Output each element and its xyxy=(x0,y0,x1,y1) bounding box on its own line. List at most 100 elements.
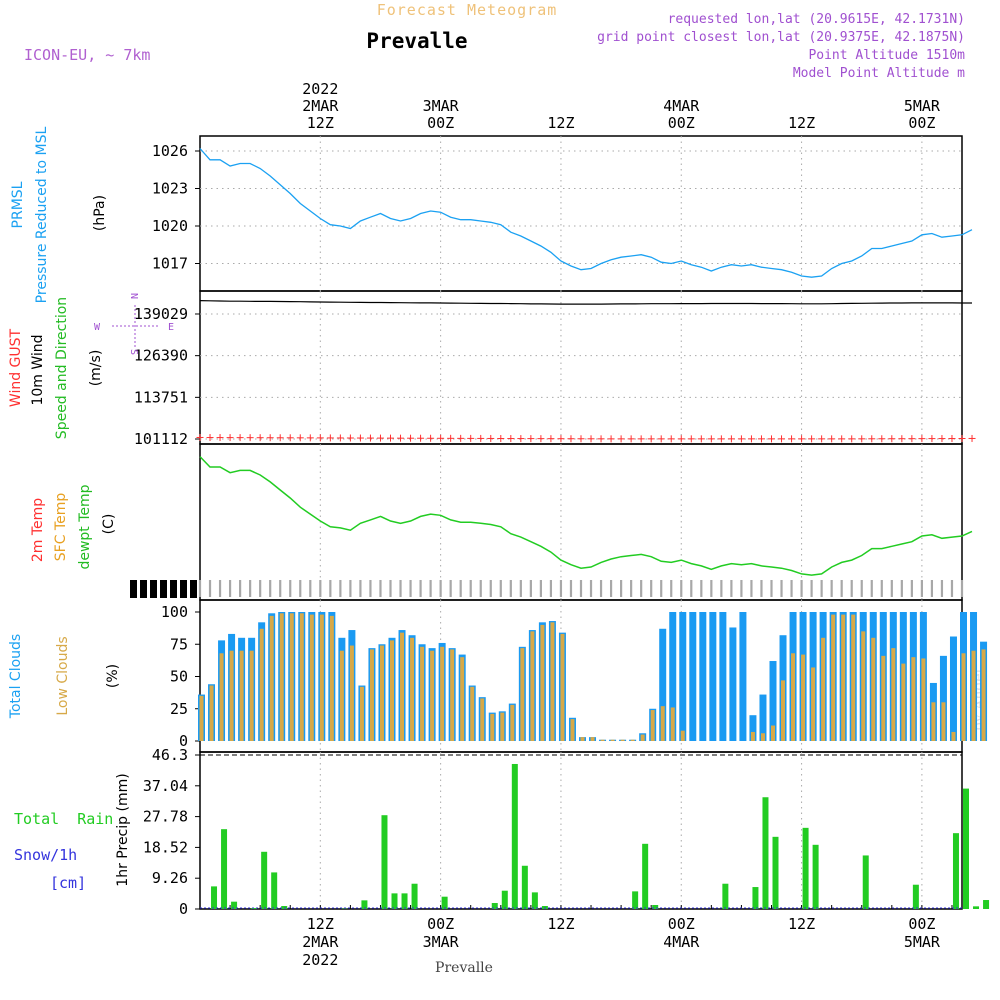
precip-bar xyxy=(983,900,990,909)
time-label-bottom: 00Z xyxy=(427,915,454,933)
low-cloud-bar xyxy=(951,731,956,741)
precip-bar xyxy=(491,903,498,909)
low-cloud-bar xyxy=(349,645,354,741)
precip-bar xyxy=(652,905,659,909)
precip-bar xyxy=(952,833,959,909)
time-label-top: 4MAR xyxy=(663,97,700,115)
low-cloud-bar xyxy=(299,613,304,741)
low-cloud-bar xyxy=(831,614,836,741)
wind-dir-label: Speed and Direction xyxy=(54,297,70,439)
wind-gust-markers xyxy=(196,433,976,443)
temp-axis-mark xyxy=(180,580,187,598)
pressure-label-2: Pressure Reduced to MSL xyxy=(34,126,50,303)
total-cloud-bar xyxy=(659,628,667,741)
time-label-bottom: 4MAR xyxy=(663,933,700,951)
compass-rose: N S E W xyxy=(94,293,174,355)
wind-panel: 139029 126390 113751 101112 Wind GUST 10m W… xyxy=(8,293,976,448)
low-cloud-bar xyxy=(781,680,786,741)
low-cloud-bar xyxy=(620,739,625,741)
y-tick-label: 126390 xyxy=(134,347,188,365)
pressure-label-1: PRMSL xyxy=(10,181,26,228)
time-label-bottom: 3MAR xyxy=(423,933,460,951)
y-tick-label: 75 xyxy=(170,635,188,653)
low-cloud-bar xyxy=(600,739,605,741)
low-cloud-bar xyxy=(821,637,826,741)
y-tick-label: 100 xyxy=(161,603,188,621)
panel-frame xyxy=(199,751,963,910)
low-cloud-bar xyxy=(249,650,254,741)
time-label-top: 12Z xyxy=(307,114,334,132)
low-cloud-bar xyxy=(289,613,294,741)
panel-grids xyxy=(319,136,923,909)
total-cloud-bar xyxy=(679,612,687,741)
precip-bar xyxy=(211,886,218,909)
total-cloud-bar xyxy=(939,655,947,741)
precip-bar xyxy=(261,851,268,909)
time-label-bottom: 12Z xyxy=(547,915,574,933)
y-tick-label: 37.04 xyxy=(143,777,188,795)
low-cloud-bar xyxy=(359,686,364,741)
cloud-bars xyxy=(198,612,988,741)
location-title: Prevalle xyxy=(366,29,467,53)
footer-location: Prevalle xyxy=(435,960,493,976)
time-label-top: 2MAR xyxy=(302,97,339,115)
temp-unit: (C) xyxy=(101,514,117,535)
total-clouds-label: Total Clouds xyxy=(8,634,24,719)
dewpoint-line xyxy=(199,456,973,576)
low-cloud-bar xyxy=(570,719,575,741)
low-cloud-bar xyxy=(811,667,816,741)
temp-axis-mark xyxy=(150,580,157,598)
low-cloud-bar xyxy=(911,657,916,741)
precip-bar xyxy=(401,893,408,909)
precip-bar xyxy=(862,855,869,909)
point-altitude: Point Altitude 1510m xyxy=(808,48,965,63)
low-cloud-bar xyxy=(329,615,334,741)
low-cloud-bar xyxy=(660,706,665,741)
low-cloud-bar xyxy=(390,640,394,741)
low-cloud-bar xyxy=(239,650,244,741)
low-cloud-bar xyxy=(199,695,204,741)
model-altitude: Model Point Altitude m xyxy=(793,66,965,81)
y-tick-label: 1017 xyxy=(152,255,188,273)
precip-bar xyxy=(361,900,368,909)
low-cloud-bar xyxy=(590,737,595,741)
time-label-top: 5MAR xyxy=(904,97,941,115)
snow-unit-label: [cm] xyxy=(50,874,86,892)
y-tick-label: 1020 xyxy=(152,217,188,235)
low-cloud-bar xyxy=(851,614,856,741)
time-label-top: 12Z xyxy=(788,114,815,132)
low-cloud-bar xyxy=(209,685,214,741)
low-cloud-bar xyxy=(891,648,896,741)
y-tick-label: 1023 xyxy=(152,180,188,198)
precip-bar xyxy=(521,865,528,909)
total-cloud-bar xyxy=(719,612,727,741)
pressure-panel: 1026 1023 1020 1017 PRMSL Pressure Reduced … xyxy=(10,126,973,303)
precip-bar xyxy=(231,901,238,909)
precip-bar xyxy=(381,815,388,909)
low-cloud-bar xyxy=(771,725,775,741)
total-cloud-bar xyxy=(949,636,957,741)
total-cloud-bar xyxy=(729,627,737,741)
low-cloud-bar xyxy=(931,702,936,741)
low-cloud-bar xyxy=(520,648,525,741)
time-label-top: 00Z xyxy=(427,114,454,132)
chart-title: Forecast Meteogram xyxy=(377,1,558,19)
total-cloud-bar xyxy=(769,661,777,741)
low-cloud-bar xyxy=(670,707,675,741)
low-cloud-bar xyxy=(750,731,755,741)
precip-bar xyxy=(251,908,258,909)
wind-unit: (m/s) xyxy=(88,350,104,387)
y-tick-label: 0 xyxy=(179,900,188,918)
cloud-y-ticks: 100 75 50 25 0 xyxy=(161,603,200,750)
precip-bar xyxy=(802,827,809,909)
wind-y-ticks: 139029 126390 113751 101112 xyxy=(134,305,962,448)
compass-s: S xyxy=(128,349,139,355)
low-cloud-bar xyxy=(560,633,565,741)
pressure-y-ticks: 1026 1023 1020 1017 xyxy=(152,142,962,273)
precip-panel: 46.3 37.04 27.78 18.52 9.26 0 Total Rain Snow… xyxy=(14,746,990,918)
panel-frames xyxy=(199,135,963,910)
wind-10m-label: 10m Wind xyxy=(30,334,46,405)
wind-gust-label: Wind GUST xyxy=(8,328,24,407)
y-tick-label: 25 xyxy=(170,700,188,718)
low-cloud-bar xyxy=(921,658,926,741)
